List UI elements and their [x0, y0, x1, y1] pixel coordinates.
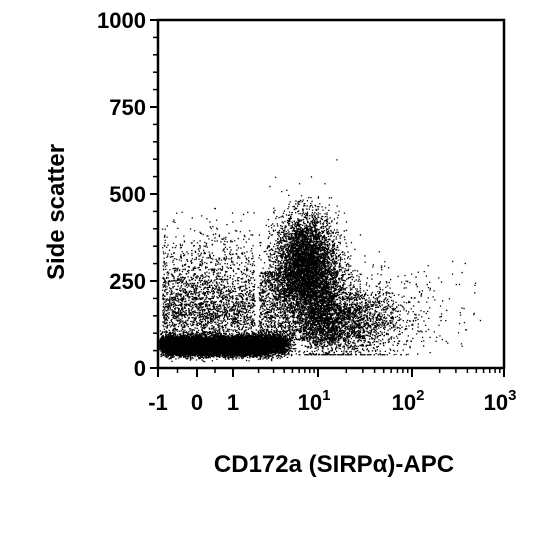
x-tick-label: 102 — [392, 387, 425, 415]
y-tick-label: 0 — [134, 356, 146, 381]
x-tick-label: 0 — [191, 390, 203, 415]
x-tick-label: -1 — [148, 390, 168, 415]
y-axis: 0 250 500 750 1000 — [97, 8, 158, 381]
x-tick-label: 103 — [484, 387, 517, 415]
y-axis-title: Side scatter — [43, 144, 70, 280]
x-tick-label: 1 — [227, 390, 239, 415]
x-axis: -1 0 1 101 102 103 — [148, 368, 516, 415]
x-axis-title: CD172a (SIRPα)-APC — [214, 451, 454, 478]
y-tick-label: 500 — [109, 182, 146, 207]
y-tick-label: 250 — [109, 269, 146, 294]
scatter-points — [159, 159, 482, 363]
scatter-dots — [159, 159, 482, 363]
y-tick-label: 750 — [109, 95, 146, 120]
y-tick-label: 1000 — [97, 8, 146, 33]
x-tick-label: 101 — [298, 387, 331, 415]
